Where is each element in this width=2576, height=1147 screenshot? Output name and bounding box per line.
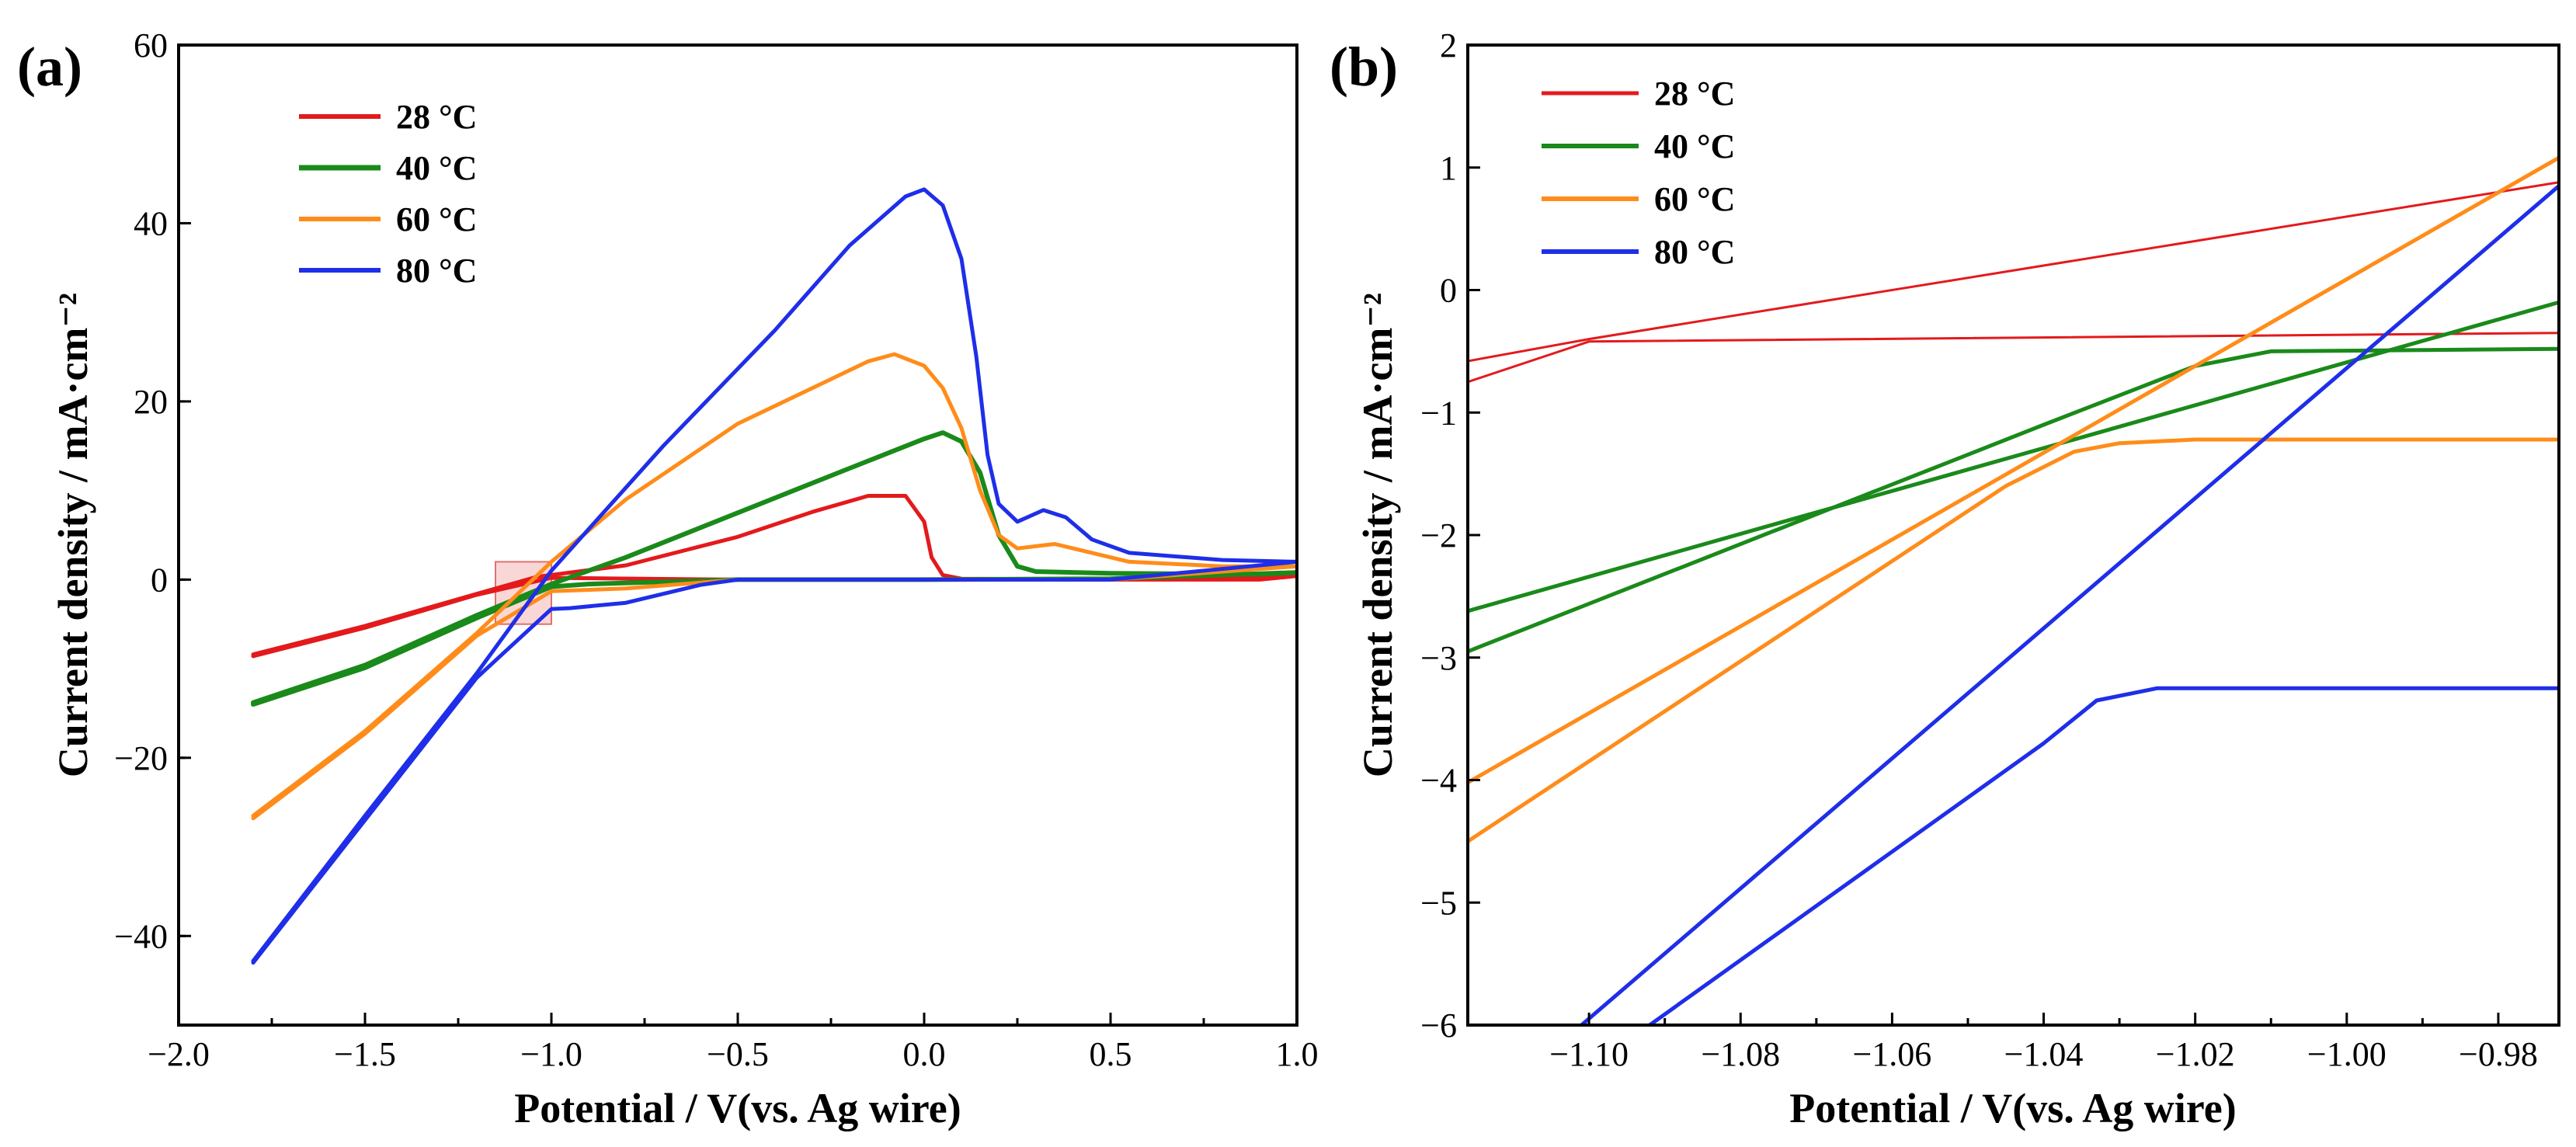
panel-a-legend-label-1: 40 °C bbox=[396, 149, 477, 187]
panel-a-y-tick-label: 20 bbox=[134, 383, 168, 421]
panel-a-chart: (a) −2.0 −1.5 −1.0 −0.5 0.0 0.5 1.0 −40 −20 0 20 40… bbox=[17, 26, 1319, 1131]
panel-b-x-tick-label: −1.06 bbox=[1852, 1035, 1931, 1073]
panel-b-series-1-line-0 bbox=[1468, 300, 2559, 613]
panel-b-series-0-line-0 bbox=[1468, 181, 2559, 363]
panel-a-x-tick-label: 1.0 bbox=[1276, 1035, 1319, 1073]
panel-b-x-tick-label: −1.10 bbox=[1549, 1035, 1629, 1073]
panel-b-y-tick-label: −3 bbox=[1420, 639, 1457, 677]
panel-b-legend-label-2: 60 °C bbox=[1654, 180, 1735, 218]
panel-a-series-2-line-0 bbox=[251, 352, 1297, 818]
panel-b-x-tick-label: −1.00 bbox=[2307, 1035, 2387, 1073]
panel-b-series-3-line-0 bbox=[1579, 183, 2559, 1025]
panel-a-x-axis-title: Potential / V(vs. Ag wire) bbox=[514, 1085, 961, 1131]
panel-b-y-tick-label: 1 bbox=[1440, 149, 1457, 187]
panel-a-y-tick-label: −20 bbox=[114, 739, 168, 777]
panel-b-x-tick-label: −1.02 bbox=[2156, 1035, 2235, 1073]
panel-b-y-tick-label: −1 bbox=[1420, 394, 1457, 432]
panel-a-legend-label-2: 60 °C bbox=[396, 200, 477, 238]
panel-b-y-tick-label: −6 bbox=[1420, 1006, 1457, 1044]
panel-a-x-tick-label: −1.0 bbox=[520, 1035, 582, 1073]
panel-b-legend-label-0: 28 °C bbox=[1654, 75, 1735, 113]
panel-b-x-axis-title: Potential / V(vs. Ag wire) bbox=[1789, 1085, 2236, 1131]
panel-a-x-tick-label: −0.5 bbox=[707, 1035, 769, 1073]
panel-a-series-3-line-0 bbox=[251, 187, 1297, 963]
panel-b-series-2-line-0 bbox=[1468, 155, 2559, 785]
panel-b-legend: 28 °C 40 °C 60 °C 80 °C bbox=[1542, 75, 1735, 271]
panel-b-chart: (b) −1.10 −1.08 −1.06 −1.04 −1.02 −1.00 −0.98 −… bbox=[1330, 26, 2560, 1131]
panel-a-legend-label-3: 80 °C bbox=[396, 252, 477, 290]
panel-b-series-3-line-1 bbox=[1647, 686, 2559, 1025]
panel-a-y-tick-label: 0 bbox=[151, 561, 168, 599]
panel-b-legend-label-3: 80 °C bbox=[1654, 233, 1735, 271]
panel-b-y-tick-label: 2 bbox=[1440, 26, 1457, 64]
panel-b-x-tick-label: −1.04 bbox=[2004, 1035, 2084, 1073]
panel-b-legend-label-1: 40 °C bbox=[1654, 127, 1735, 165]
panel-a-x-tick-label: −2.0 bbox=[148, 1035, 210, 1073]
panel-b-label: (b) bbox=[1330, 36, 1398, 98]
panel-a-x-tick-label: −1.5 bbox=[334, 1035, 396, 1073]
panel-b-y-tick-label: −5 bbox=[1420, 884, 1457, 922]
panel-b-x-tick-label: −0.98 bbox=[2459, 1035, 2538, 1073]
panel-a-series-3-line-1 bbox=[251, 559, 1297, 965]
panel-a-y-tick-label: 40 bbox=[134, 204, 168, 242]
panel-a-series-1-line-0 bbox=[251, 430, 1297, 705]
panel-a-y-axis-title: Current density / mA·cm⁻² bbox=[50, 293, 96, 777]
panel-a-legend-label-0: 28 °C bbox=[396, 98, 477, 136]
panel-a-y-tick-label: −40 bbox=[114, 917, 168, 955]
panel-b-series-0-line-1 bbox=[1468, 332, 2559, 384]
panel-b-y-tick-label: −2 bbox=[1420, 516, 1457, 554]
panel-b-series-2-line-1 bbox=[1468, 437, 2559, 843]
panel-a-label: (a) bbox=[17, 36, 82, 98]
panel-b-y-tick-label: −4 bbox=[1420, 762, 1457, 800]
panel-b-y-tick-label: 0 bbox=[1440, 272, 1457, 310]
panel-b-x-tick-label: −1.08 bbox=[1701, 1035, 1780, 1073]
panel-a-x-tick-label: 0.0 bbox=[903, 1035, 946, 1073]
panel-a-y-tick-label: 60 bbox=[134, 26, 168, 64]
panel-a-x-tick-label: 0.5 bbox=[1090, 1035, 1132, 1073]
panel-a-legend: 28 °C 40 °C 60 °C 80 °C bbox=[299, 98, 477, 290]
panel-b-y-axis-title: Current density / mA·cm⁻² bbox=[1354, 293, 1401, 777]
